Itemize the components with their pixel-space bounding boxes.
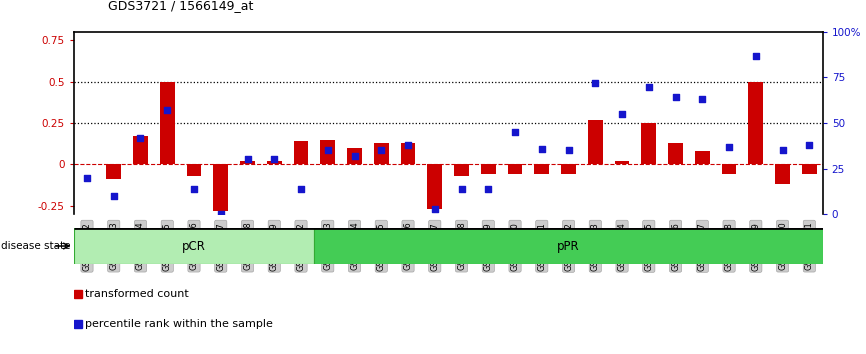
Bar bbox=[347, 148, 362, 165]
Bar bbox=[775, 165, 790, 184]
Point bbox=[428, 206, 442, 212]
Bar bbox=[160, 81, 175, 165]
Text: pCR: pCR bbox=[182, 240, 206, 252]
Point bbox=[241, 156, 255, 162]
Bar bbox=[213, 165, 228, 211]
Bar bbox=[507, 165, 522, 175]
Bar bbox=[588, 120, 603, 165]
Point bbox=[187, 186, 201, 192]
Bar bbox=[294, 141, 308, 165]
Bar bbox=[187, 165, 202, 176]
Point bbox=[374, 148, 388, 153]
Bar bbox=[534, 165, 549, 175]
Bar bbox=[615, 161, 630, 165]
Point bbox=[80, 175, 94, 181]
Point bbox=[642, 84, 656, 89]
Bar bbox=[74, 228, 314, 264]
Point bbox=[535, 146, 549, 152]
Point bbox=[107, 193, 120, 199]
Text: percentile rank within the sample: percentile rank within the sample bbox=[85, 319, 273, 329]
Bar bbox=[107, 165, 121, 179]
Point bbox=[455, 186, 469, 192]
Point bbox=[160, 107, 174, 113]
Bar bbox=[240, 161, 255, 165]
Point bbox=[722, 144, 736, 149]
Point bbox=[776, 148, 790, 153]
Bar bbox=[374, 143, 389, 165]
Point bbox=[669, 95, 682, 100]
Bar bbox=[267, 161, 281, 165]
Point bbox=[320, 148, 334, 153]
Bar bbox=[133, 136, 148, 165]
Point bbox=[268, 156, 281, 162]
Point bbox=[508, 129, 522, 135]
Bar bbox=[481, 165, 495, 175]
Bar bbox=[561, 165, 576, 175]
Point bbox=[562, 148, 576, 153]
Text: disease state: disease state bbox=[1, 241, 70, 251]
Bar bbox=[721, 165, 736, 175]
Text: pPR: pPR bbox=[557, 240, 580, 252]
Point bbox=[401, 142, 415, 148]
Text: GDS3721 / 1566149_at: GDS3721 / 1566149_at bbox=[108, 0, 254, 12]
Point bbox=[695, 97, 709, 102]
Bar bbox=[454, 165, 469, 176]
Bar bbox=[642, 123, 656, 165]
Point bbox=[803, 142, 817, 148]
Point bbox=[481, 186, 495, 192]
Text: transformed count: transformed count bbox=[85, 289, 189, 299]
Point bbox=[294, 186, 308, 192]
Bar bbox=[802, 165, 817, 175]
Point bbox=[749, 53, 763, 58]
Bar bbox=[748, 81, 763, 165]
Bar bbox=[320, 139, 335, 165]
Bar bbox=[695, 151, 709, 165]
Point bbox=[133, 135, 147, 141]
Point bbox=[214, 211, 228, 217]
Bar bbox=[314, 228, 823, 264]
Bar bbox=[428, 165, 443, 209]
Bar bbox=[669, 143, 683, 165]
Point bbox=[615, 111, 629, 117]
Point bbox=[588, 80, 602, 86]
Point bbox=[347, 153, 361, 159]
Bar bbox=[401, 143, 416, 165]
